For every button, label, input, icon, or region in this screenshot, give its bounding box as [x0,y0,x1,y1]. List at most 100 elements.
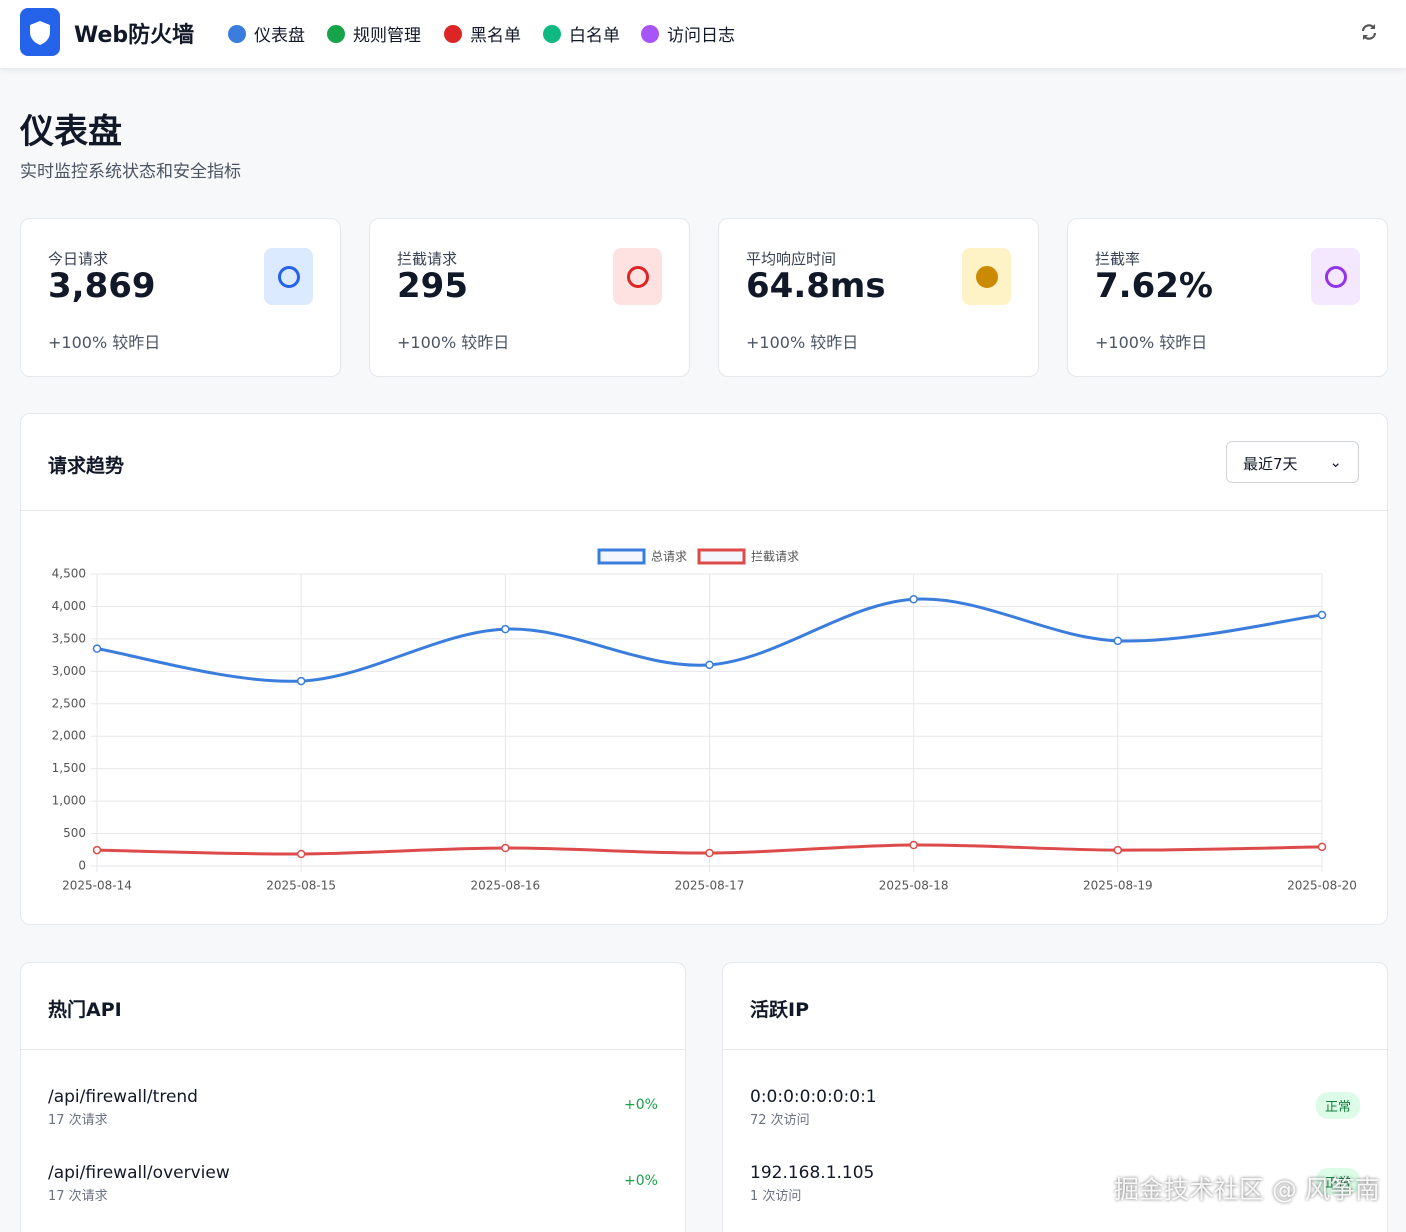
stat-icon [613,248,662,305]
y-tick-label: 3,500 [52,631,86,645]
data-point [909,840,918,850]
change-compare: 较昨日 [461,333,510,352]
navbar: Web防火墙 仪表盘 规则管理 黑名单 白名单 访问日志 [0,0,1406,68]
row-title: 0:0:0:0:0:0:0:1 [750,1087,877,1107]
y-tick-label: 4,500 [52,567,86,581]
stat-value: 7.62% [1095,266,1213,306]
stat-value: 64.8ms [746,266,886,306]
y-tick-label: 500 [63,826,86,840]
stat-label: 今日请求 [48,250,109,268]
range-select[interactable]: 最近7天 ⌄ [1226,441,1359,483]
row-subtitle: 17 次请求 [48,1113,108,1128]
stat-change: +100% 较昨日 [746,329,858,353]
data-point [1113,636,1123,646]
y-tick-label: 1,000 [52,794,86,808]
data-point [501,624,510,634]
top-api-card: 热门API /api/firewall/trend 17 次请求 +0% /api/f… [20,962,686,1232]
logo-icon [30,21,50,45]
divider [21,510,1387,511]
icon-glyph [975,265,998,288]
data-point [705,848,714,858]
stat-change: +100% 较昨日 [1095,329,1207,353]
x-tick-label: 2025-08-18 [879,879,949,893]
y-tick-label: 4,000 [52,599,86,613]
stat-icon [962,248,1011,305]
row-subtitle: 1 次访问 [750,1189,802,1204]
nav-item[interactable]: 黑名单 [444,21,521,46]
row-change: +0% [624,1097,658,1113]
stat-card: 平均响应时间 64.8ms +100% 较昨日 [718,218,1039,377]
change-value: +100% [1095,333,1155,352]
data-point [296,676,306,686]
stat-card: 拦截请求 295 +100% 较昨日 [369,218,690,377]
change-value: +100% [397,333,457,352]
y-tick-label: 2,000 [52,729,86,743]
icon-glyph [1324,265,1347,288]
x-tick-label: 2025-08-20 [1287,879,1357,893]
select-caret: ⌄ [1329,453,1342,471]
y-tick-label: 0 [78,859,86,873]
stat-icon [264,248,313,305]
stat-label: 拦截请求 [397,250,458,268]
stat-change: +100% 较昨日 [48,329,160,353]
active-ip-card: 活跃IP 0:0:0:0:0:0:0:1 72 次访问 正常 192.168.1.10… [722,962,1388,1232]
legend-swatch [697,548,746,565]
legend-label: 拦截请求 [751,550,799,564]
stat-icon [1311,248,1360,305]
nav-icon [327,24,345,43]
data-point [501,843,510,853]
card-title: 活跃IP [750,999,809,1021]
x-tick-label: 2025-08-15 [266,879,336,893]
page-title: 仪表盘 [20,112,122,152]
page-subtitle: 实时监控系统状态和安全指标 [20,162,241,182]
stat-change: +100% 较昨日 [397,329,509,353]
data-point [1317,842,1327,852]
refresh-button[interactable] [1359,22,1379,42]
nav-item[interactable]: 白名单 [543,21,620,46]
change-value: +100% [48,333,108,352]
y-tick-label: 3,000 [52,664,86,678]
stat-value: 3,869 [48,266,156,306]
stat-card: 拦截率 7.62% +100% 较昨日 [1067,218,1388,377]
nav-icon [641,24,659,43]
change-value: +100% [746,333,806,352]
nav-icon [228,24,246,43]
row-subtitle: 72 次访问 [750,1113,810,1128]
stat-value: 295 [397,266,468,306]
y-tick-label: 2,500 [52,696,86,710]
legend-label: 总请求 [651,550,687,564]
logo[interactable] [20,8,60,56]
select-value: 最近7天 [1243,455,1298,473]
data-point [92,644,102,653]
x-tick-label: 2025-08-19 [1083,879,1153,893]
nav-label: 白名单 [569,26,620,46]
stat-label: 拦截率 [1095,250,1141,268]
nav-icon [543,24,561,43]
data-point [1113,845,1123,855]
card-title: 请求趋势 [48,455,125,477]
row-subtitle: 17 次请求 [48,1189,108,1204]
change-compare: 较昨日 [112,333,161,352]
x-tick-label: 2025-08-16 [470,879,540,893]
divider [21,1049,685,1050]
brand[interactable]: Web防火墙 [74,23,195,48]
card-title: 热门API [48,999,122,1021]
nav-item[interactable]: 仪表盘 [228,21,305,46]
x-tick-label: 2025-08-17 [675,879,745,893]
data-point [296,849,306,859]
nav-label: 访问日志 [667,26,735,46]
data-point [92,845,102,855]
data-point [705,660,714,670]
nav-item[interactable]: 规则管理 [327,21,421,46]
nav-label: 黑名单 [470,26,521,46]
row-change: +0% [624,1173,658,1189]
watermark: 掘金技术社区 @ 风筝南 [1114,1175,1380,1204]
stat-label: 平均响应时间 [746,250,837,268]
y-tick-label: 1,500 [52,761,86,775]
x-tick-label: 2025-08-14 [62,879,132,893]
nav-item[interactable]: 访问日志 [641,21,735,46]
legend-swatch [597,548,646,565]
icon-glyph [626,265,649,288]
row-title: /api/firewall/overview [48,1163,230,1183]
